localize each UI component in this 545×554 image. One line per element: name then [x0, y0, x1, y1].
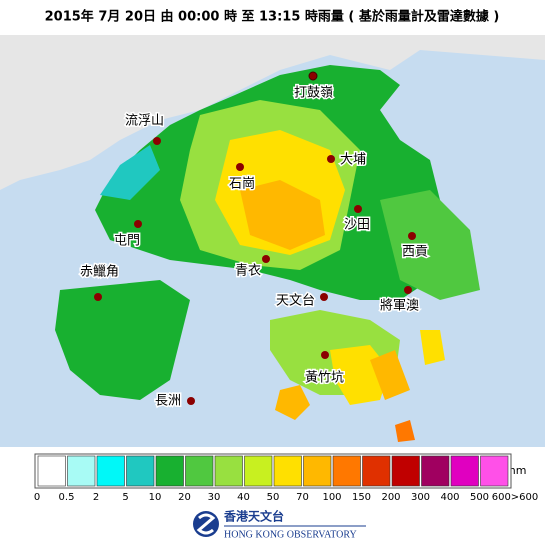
- legend-swatch: [480, 455, 509, 487]
- place-label: 黃竹坑: [305, 371, 344, 386]
- place-label: 石崗: [229, 177, 255, 192]
- logo-english: HONG KONG OBSERVATORY: [224, 529, 357, 540]
- map: [0, 35, 545, 447]
- place-label: 長洲: [155, 394, 181, 409]
- place-labels: 打鼓嶺 流浮山 大埔 石崗 沙田 屯門 西貢 青衣 赤鱲角 天文台 將軍澳 黃竹…: [79, 84, 430, 410]
- legend-label: 600>600: [492, 492, 539, 503]
- legend-swatch: [155, 455, 184, 487]
- legend-label: 10: [149, 492, 162, 503]
- legend-swatch: [391, 455, 420, 487]
- place-label: 打鼓嶺: [294, 86, 333, 101]
- legend-label: 100: [322, 492, 341, 503]
- legend-swatch: [67, 455, 96, 487]
- place-label: 天文台: [276, 294, 315, 309]
- legend-label: 30: [208, 492, 221, 503]
- place-label: 沙田: [344, 218, 370, 233]
- place-label: 西貢: [402, 245, 428, 260]
- legend-swatch: [273, 455, 302, 487]
- legend-swatch: [362, 455, 391, 487]
- legend-label: 20: [178, 492, 191, 503]
- place-label: 將軍澳: [380, 298, 419, 314]
- legend-swatch: [214, 455, 243, 487]
- legend-label: 40: [237, 492, 250, 503]
- legend-label: 500: [470, 492, 489, 503]
- legend-label: 200: [381, 492, 400, 503]
- logo: 香港天文台 HONG KONG OBSERVATORY: [193, 509, 366, 540]
- legend-swatch: [450, 455, 479, 487]
- legend-label: 300: [411, 492, 430, 503]
- legend-label: 0: [34, 492, 40, 503]
- legend-label: 400: [440, 492, 459, 503]
- place-label: 大埔: [340, 153, 366, 168]
- legend-swatch: [421, 455, 450, 487]
- legend-label: 150: [352, 492, 371, 503]
- legend-swatch: [126, 455, 155, 487]
- legend-swatch: [244, 455, 273, 487]
- place-label: 流浮山: [125, 114, 164, 129]
- logo-chinese: 香港天文台: [223, 509, 284, 524]
- legend-label: 50: [267, 492, 280, 503]
- legend-swatch: [96, 455, 125, 487]
- legend-swatch: [185, 455, 214, 487]
- legend-swatch: [37, 455, 66, 487]
- legend-label: 0.5: [59, 492, 75, 503]
- place-label: 赤鱲角: [80, 265, 119, 280]
- legend-label: 70: [296, 492, 309, 503]
- legend-swatch: [332, 455, 361, 487]
- place-label: 屯門: [114, 234, 140, 249]
- legend-label: 5: [122, 492, 128, 503]
- legend-label: 2: [93, 492, 99, 503]
- title: 2015年 7月 20日 由 00:00 時 至 13:15 時雨量 ( 基於雨…: [45, 9, 500, 25]
- place-label: 青衣: [235, 263, 261, 279]
- legend: mm 0 0.5 2 5 10 20 30 40 50 70 100 150 200 300 400 500 6…: [34, 453, 539, 503]
- legend-swatch: [303, 455, 332, 487]
